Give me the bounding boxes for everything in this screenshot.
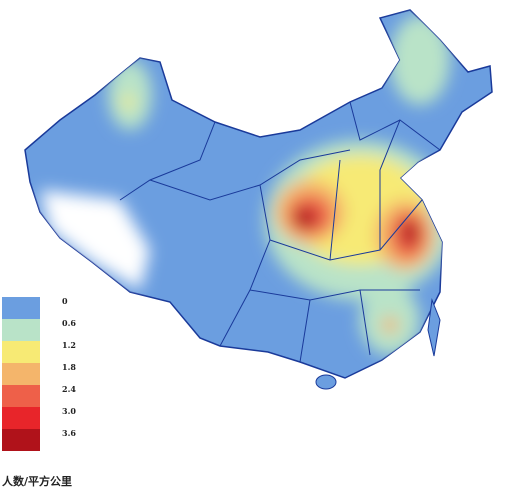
legend-title: 人数/平方公里 [2, 474, 72, 488]
legend-label: 0 [62, 296, 68, 306]
legend-label: 0.6 [62, 318, 76, 328]
legend-swatch [2, 407, 40, 429]
china-map [24, 9, 493, 390]
legend-swatch [2, 297, 40, 319]
legend-label: 1.2 [62, 340, 76, 350]
legend-swatch [2, 363, 40, 385]
legend-label: 2.4 [62, 384, 76, 394]
legend-swatch [2, 429, 40, 451]
legend-swatch [2, 341, 40, 363]
legend-swatch [2, 319, 40, 341]
legend-label: 1.8 [62, 362, 76, 372]
legend: 0 0.6 1.2 1.8 2.4 3.0 3.6 [2, 296, 76, 451]
legend-label: 3.0 [62, 406, 76, 416]
legend-label: 3.6 [62, 428, 76, 438]
legend-swatch [2, 385, 40, 407]
